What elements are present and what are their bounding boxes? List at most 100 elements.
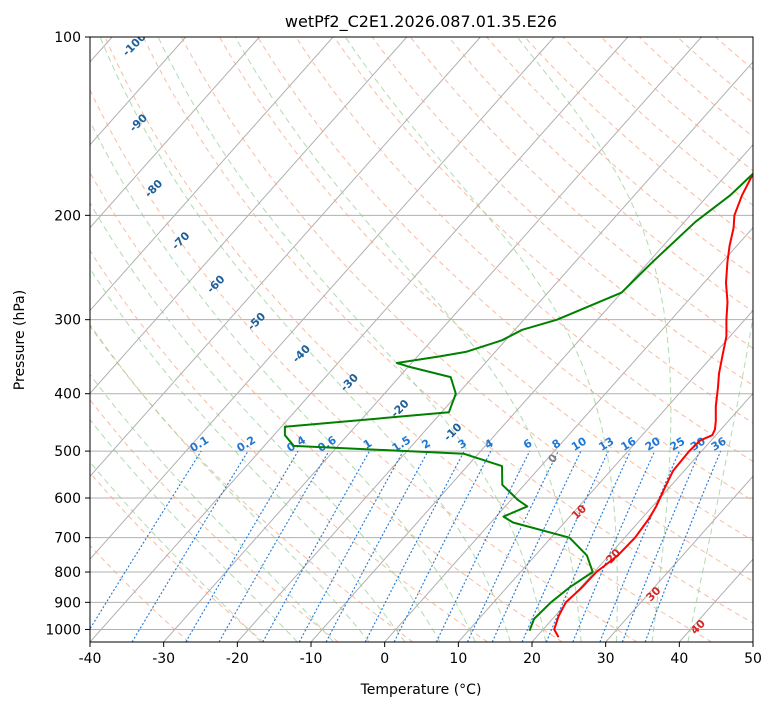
dry-adiabat-line [90, 399, 339, 642]
moist-adiabat-line [234, 37, 582, 642]
isotherm-line [752, 641, 753, 642]
isotherm-line [457, 309, 753, 642]
mixing-ratio-line [521, 450, 609, 642]
mixing-ratio-line [435, 450, 531, 642]
mixing-ratio-line [599, 450, 680, 642]
adiabat-label: -30 [338, 371, 361, 394]
dry-adiabat-line [90, 472, 264, 642]
y-tick-label: 500 [54, 444, 81, 460]
isotherm-line [605, 475, 753, 642]
dry-adiabat-line [180, 37, 753, 582]
moist-adiabat-line [90, 373, 334, 642]
mixing-ratio-line [298, 450, 404, 642]
x-tick-label: -40 [79, 651, 102, 667]
dry-adiabat-line [142, 37, 753, 624]
moist-adiabat-line [687, 313, 753, 642]
axis-layer: -40 -30 -20 -10 0 10 20 30 40 5010020030040050060… [45, 30, 762, 667]
dry-adiabat-line [257, 37, 753, 502]
isotherm-line [90, 37, 260, 229]
dry-adiabat-line [371, 37, 753, 386]
dry-adiabat-line [715, 37, 753, 71]
dry-adiabat-line [219, 37, 753, 542]
adiabat-label: -70 [169, 229, 192, 252]
y-tick-label: 300 [54, 313, 81, 329]
isotherm-line [90, 37, 187, 146]
mixing-ratio-line [262, 450, 370, 642]
mixing-ratio-line [364, 450, 465, 642]
mixing-ratio-line [218, 450, 330, 642]
moist-adiabat-line [90, 418, 298, 642]
plot-frame [89, 36, 754, 643]
x-tick-label: -20 [226, 651, 249, 667]
mixing-ratio-line [131, 450, 249, 642]
mixing-ratio-line [393, 450, 492, 642]
adiabat-label: 10 [569, 502, 589, 522]
dry-adiabat-line [90, 544, 190, 642]
y-tick-label: 800 [54, 565, 81, 581]
y-tick-label: 900 [54, 595, 81, 611]
adiabat-label: 40 [688, 617, 708, 637]
adiabat-label: -50 [245, 310, 268, 333]
isotherm-line [90, 37, 481, 477]
mixing-ratio-line [467, 450, 559, 642]
y-tick-label: 400 [54, 387, 81, 403]
dry-adiabat-line [600, 37, 753, 172]
mixing-ratio-label: 4 [482, 436, 496, 451]
x-tick-label: 20 [523, 651, 541, 667]
temperature-profile-line [553, 172, 753, 638]
dry-adiabat-line [90, 249, 488, 642]
mixing-ratio-line [491, 450, 582, 642]
mixing-ratio-line [545, 450, 631, 642]
x-tick-label: 10 [449, 651, 467, 667]
isotherm-line [236, 61, 753, 642]
mixing-ratio-line [644, 450, 722, 642]
y-tick-label: 1000 [45, 622, 81, 638]
mixing-ratio-line [325, 450, 429, 642]
adiabat-label: -90 [127, 111, 150, 134]
moist-adiabat-line [344, 37, 618, 642]
mixing-ratio-line [621, 450, 701, 642]
isotherm-line [163, 37, 702, 642]
adiabat-label: 0 [546, 451, 561, 466]
dry-adiabat-line [90, 88, 638, 642]
x-tick-label: -10 [300, 651, 323, 667]
moist-adiabat-line [99, 37, 511, 642]
moist-adiabat-line [90, 323, 370, 642]
dry-adiabat-line [524, 37, 753, 241]
moist-adiabat-line [90, 461, 262, 642]
dry-adiabat-line [562, 37, 753, 206]
mixing-ratio-label: 2 [419, 437, 432, 452]
dry-adiabat-line [104, 37, 712, 642]
chart-title: wetPf2_C2E1.2026.087.01.35.E26 [285, 12, 557, 32]
dewpoint-profile-line [283, 172, 753, 632]
y-axis-title: Pressure (hPa) [12, 290, 28, 390]
adiabat-label: -60 [204, 272, 227, 295]
profile-layer [283, 172, 753, 638]
mixing-ratio-line [90, 450, 202, 630]
x-tick-label: 0 [380, 651, 389, 667]
y-tick-label: 700 [54, 531, 81, 547]
adiabat-label: -100 [120, 30, 149, 59]
y-tick-label: 200 [54, 208, 81, 224]
moist-adiabat-line [90, 267, 406, 642]
isotherm-line [90, 37, 334, 312]
adiabat-label: -80 [142, 177, 165, 200]
x-axis-title: Temperature (°C) [360, 682, 482, 698]
y-tick-label: 600 [54, 491, 81, 507]
grid-layer [90, 37, 753, 642]
mixing-ratio-label: 0.4 [284, 433, 308, 455]
adiabat-label: 30 [644, 584, 664, 604]
isotherm-line [384, 226, 753, 642]
moist-adiabat-line [90, 120, 476, 642]
moist-adiabat-line [90, 201, 441, 642]
dry-adiabat-line [486, 37, 753, 277]
guide-label-layer: 0.1 0.2 0.4 0.6 1 1.5 2 3 4 6 8 10 13 16 20 25 30 36-100-… [120, 30, 729, 637]
x-tick-label: -30 [152, 651, 175, 667]
isotherm-line [531, 392, 753, 642]
moist-adiabat-line [516, 37, 672, 642]
dry-adiabat-line [90, 171, 563, 642]
isotherm-line [310, 143, 753, 642]
isotherm-line [90, 37, 629, 642]
dry-adiabat-line [448, 37, 753, 313]
